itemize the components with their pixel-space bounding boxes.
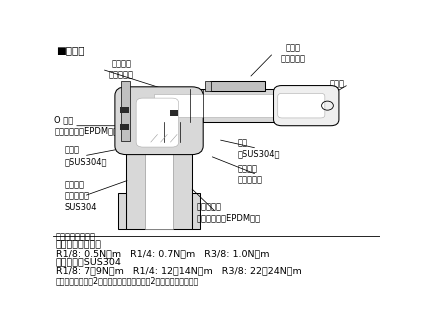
Text: （为密封胶带缠绖2圈的数値。根据需要进行2圈以下的再紧固。）: （为密封胶带缠绖2圈的数値。根据需要进行2圈以下的再紧固。）: [56, 276, 199, 285]
Text: 螺纹主体：SUS304: 螺纹主体：SUS304: [56, 258, 122, 267]
Text: R1/8: 0.5N－m   R1/4: 0.7N－m   R3/8: 1.0N－m: R1/8: 0.5N－m R1/4: 0.7N－m R3/8: 1.0N－m: [56, 249, 270, 258]
FancyBboxPatch shape: [273, 85, 339, 126]
Bar: [192, 194, 200, 229]
Text: 橡皮管: 橡皮管: [329, 80, 344, 89]
Bar: [118, 194, 126, 229]
Bar: [120, 124, 129, 130]
Text: R1/8: 7～9N－m   R1/4: 12～14N－m   R3/8: 22～24N－m: R1/8: 7～9N－m R1/4: 12～14N－m R3/8: 22～24N…: [56, 267, 302, 275]
Bar: [154, 89, 295, 122]
Text: 压入环
（SUS304）: 压入环 （SUS304）: [64, 146, 107, 166]
Bar: [170, 111, 178, 116]
Text: 释放环
（聚丙烯）: 释放环 （聚丙烯）: [281, 43, 306, 63]
Text: 螺纹主体
（聚丙烯）
SUS304: 螺纹主体 （聚丙烯） SUS304: [64, 180, 97, 212]
FancyBboxPatch shape: [115, 87, 203, 155]
Bar: [210, 81, 265, 91]
Text: 螺纹主体：聚丙烯: 螺纹主体：聚丙烯: [56, 240, 102, 249]
Bar: [126, 135, 192, 229]
Bar: [154, 94, 282, 117]
Bar: [145, 135, 173, 229]
Text: O 形圈
（乙丙橡胶（EPDM））: O 形圈 （乙丙橡胶（EPDM））: [54, 116, 119, 136]
Text: 《推荐紧固扝矩》: 《推荐紧固扝矩》: [56, 232, 96, 241]
Bar: [121, 81, 130, 141]
FancyBboxPatch shape: [136, 98, 179, 147]
Bar: [120, 107, 129, 113]
Bar: [205, 81, 211, 91]
Text: ■结构图: ■结构图: [56, 45, 84, 55]
Text: 弹性体套筒
（乙丙橡胶（EPDM））: 弹性体套筒 （乙丙橡胶（EPDM））: [197, 202, 261, 222]
Text: 锁定卡爪
（不锈鉢）: 锁定卡爪 （不锈鉢）: [238, 165, 262, 185]
Text: 树脂主体
（聚丙烯）: 树脂主体 （聚丙烯）: [109, 59, 134, 79]
FancyBboxPatch shape: [278, 93, 325, 118]
Text: 导环
（SUS304）: 导环 （SUS304）: [238, 138, 280, 158]
